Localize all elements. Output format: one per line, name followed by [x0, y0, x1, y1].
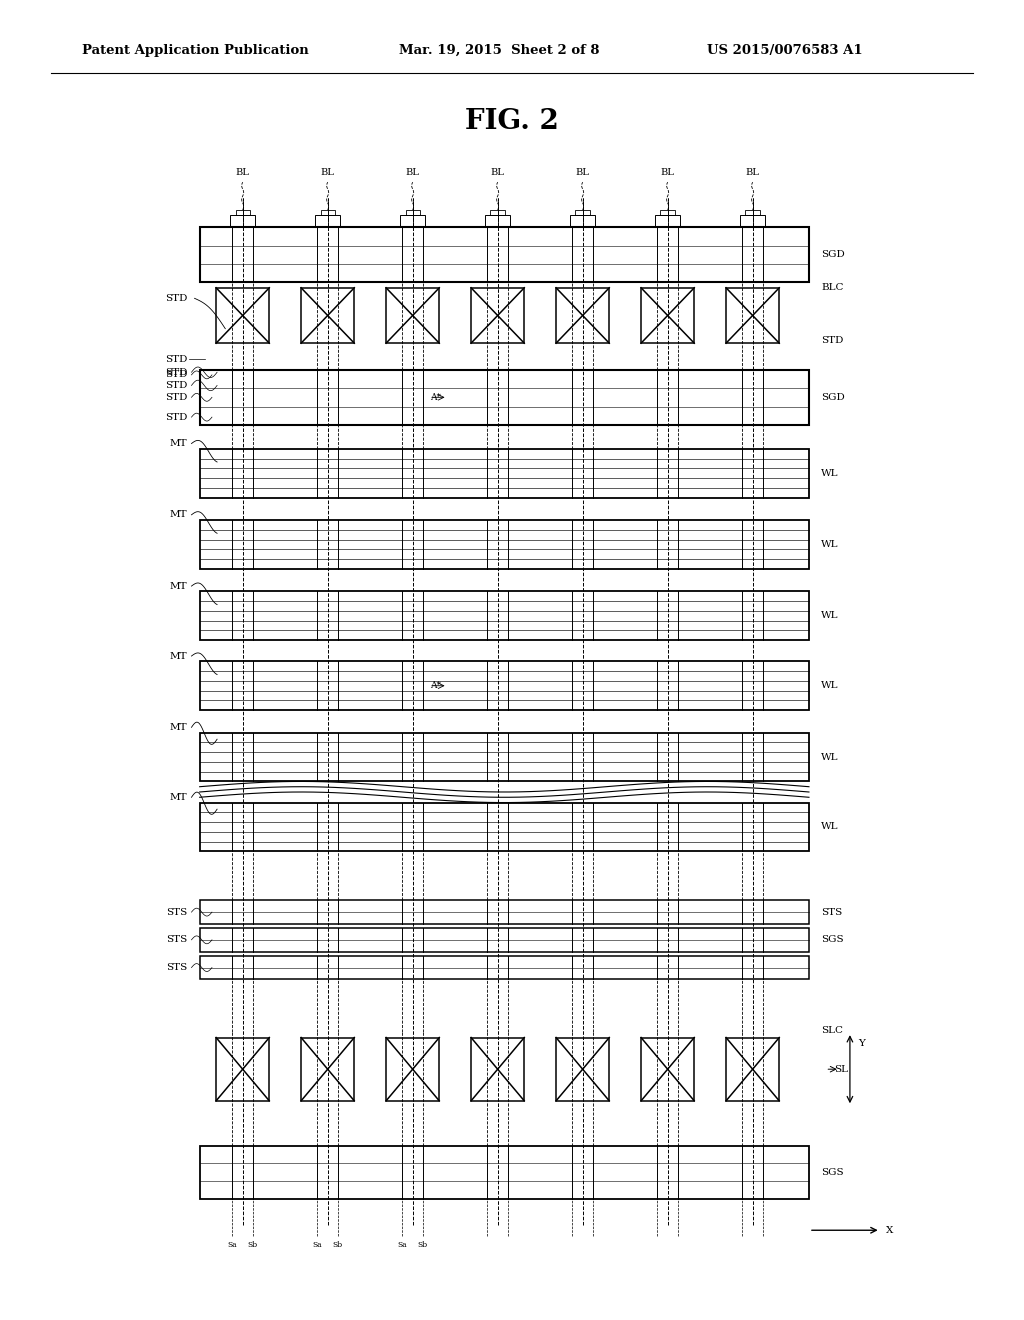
Text: Sa: Sa [397, 1241, 408, 1249]
Text: Mar. 19, 2015  Sheet 2 of 8: Mar. 19, 2015 Sheet 2 of 8 [399, 44, 600, 57]
Text: STD: STD [165, 413, 187, 421]
Text: MT: MT [170, 793, 187, 801]
Text: A*: A* [430, 393, 441, 401]
Text: STS: STS [166, 964, 187, 972]
Text: BL: BL [660, 168, 675, 177]
Text: BL: BL [575, 168, 590, 177]
Text: MT: MT [170, 652, 187, 660]
Text: STD: STD [821, 337, 844, 345]
Text: BL: BL [321, 168, 335, 177]
Text: MT: MT [170, 582, 187, 590]
Text: MT: MT [170, 511, 187, 519]
Text: Sb: Sb [418, 1241, 428, 1249]
Text: WL: WL [821, 681, 839, 690]
Text: STD: STD [165, 294, 187, 302]
Text: STD: STD [165, 381, 187, 389]
Text: SLC: SLC [821, 1027, 843, 1035]
Text: BL: BL [236, 168, 250, 177]
Text: MT: MT [170, 440, 187, 447]
Text: STS: STS [166, 936, 187, 944]
Text: BLC: BLC [821, 284, 844, 292]
Text: STD: STD [165, 368, 187, 376]
Text: BL: BL [490, 168, 505, 177]
Text: STS: STS [166, 908, 187, 916]
Text: X: X [886, 1226, 893, 1234]
Text: FIG. 2: FIG. 2 [465, 108, 559, 135]
Text: Sa: Sa [227, 1241, 238, 1249]
Text: Y: Y [858, 1039, 865, 1048]
Text: SL: SL [835, 1065, 849, 1073]
Text: BL: BL [406, 168, 420, 177]
Text: STD: STD [165, 393, 187, 401]
Text: WL: WL [821, 822, 839, 832]
Text: SGD: SGD [821, 393, 845, 401]
Text: BL: BL [745, 168, 760, 177]
Text: STS: STS [821, 908, 843, 916]
Text: WL: WL [821, 611, 839, 620]
Text: US 2015/0076583 A1: US 2015/0076583 A1 [707, 44, 862, 57]
Text: STD: STD [165, 355, 187, 363]
Text: SGD: SGD [821, 251, 845, 259]
Text: WL: WL [821, 469, 839, 478]
Text: A*: A* [430, 681, 441, 690]
Text: Patent Application Publication: Patent Application Publication [82, 44, 308, 57]
Text: Sb: Sb [248, 1241, 258, 1249]
Text: MT: MT [170, 723, 187, 731]
Text: Sa: Sa [312, 1241, 323, 1249]
Text: SGS: SGS [821, 1168, 844, 1176]
Text: Sb: Sb [333, 1241, 343, 1249]
Text: SGS: SGS [821, 936, 844, 944]
Text: WL: WL [821, 752, 839, 762]
Text: WL: WL [821, 540, 839, 549]
Text: STD: STD [165, 371, 187, 379]
